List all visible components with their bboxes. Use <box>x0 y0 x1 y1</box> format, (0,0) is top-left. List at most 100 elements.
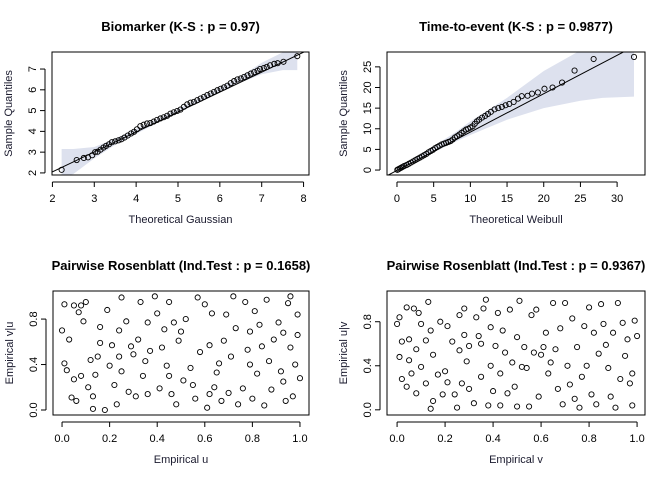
data-point <box>287 293 294 300</box>
data-point <box>150 118 157 125</box>
data-point <box>78 302 85 309</box>
data-point <box>204 91 211 99</box>
data-point <box>192 395 199 402</box>
data-point <box>280 378 287 385</box>
data-point <box>260 64 267 72</box>
data-point <box>70 302 77 309</box>
data-point <box>454 404 461 411</box>
x-tick-label: 0.8 <box>245 433 260 445</box>
data-point <box>265 358 273 365</box>
data-point <box>280 329 287 336</box>
data-point <box>200 93 207 100</box>
data-point <box>550 299 557 307</box>
plot-area <box>58 293 304 414</box>
data-point <box>123 318 130 325</box>
y-tick-label: 5 <box>27 108 39 114</box>
x-tick-label: 6 <box>217 193 223 205</box>
data-point <box>157 115 164 122</box>
data-point <box>97 323 104 331</box>
data-point <box>217 85 224 92</box>
plot-box <box>386 290 646 416</box>
data-point <box>559 401 566 408</box>
data-point <box>466 342 473 350</box>
data-point <box>398 338 405 345</box>
data-point <box>619 319 626 326</box>
data-point <box>518 93 525 100</box>
data-point <box>267 62 274 69</box>
data-point <box>177 328 185 335</box>
data-point <box>590 329 597 336</box>
x-tick-label: 0.2 <box>437 433 452 445</box>
data-point <box>137 123 144 130</box>
data-point <box>225 389 232 397</box>
data-point <box>499 327 506 334</box>
data-point <box>491 106 498 113</box>
y-tick-label: 6 <box>27 87 39 93</box>
data-point <box>502 102 509 109</box>
data-point <box>578 373 585 380</box>
plot-box <box>51 51 310 176</box>
data-point <box>271 60 278 67</box>
data-point <box>614 299 621 307</box>
data-point <box>166 298 173 306</box>
data-point <box>590 55 597 63</box>
x-tick-label: 0.6 <box>533 433 548 445</box>
data-point <box>554 385 561 392</box>
data-point <box>118 136 125 143</box>
data-point <box>230 293 237 300</box>
data-point <box>144 319 151 326</box>
data-point <box>115 137 122 144</box>
x-tick-label: 8 <box>300 193 306 205</box>
data-point <box>158 344 166 351</box>
x-axis-label: Theoretical Weibull <box>469 214 562 226</box>
data-point <box>498 103 505 110</box>
data-point <box>574 344 581 351</box>
data-point <box>220 84 228 91</box>
data-point <box>595 350 602 357</box>
data-point <box>268 386 275 393</box>
data-point <box>545 370 552 377</box>
data-point <box>473 314 480 321</box>
data-point <box>602 341 609 348</box>
data-point <box>494 309 501 316</box>
data-point <box>403 383 410 390</box>
data-point <box>130 351 137 358</box>
data-point <box>280 58 287 65</box>
data-point <box>147 347 154 354</box>
x-axis-label: Empirical u <box>154 454 208 466</box>
data-point <box>289 393 296 400</box>
data-point <box>187 364 194 371</box>
y-tick-label: 0.4 <box>28 357 40 372</box>
plot-box <box>52 290 310 416</box>
data-point <box>564 362 571 369</box>
data-point <box>80 318 87 325</box>
data-point <box>256 321 263 328</box>
data-point <box>190 98 197 105</box>
data-point <box>251 308 258 315</box>
data-point <box>261 402 268 409</box>
data-point <box>458 380 465 387</box>
data-point <box>518 363 525 370</box>
data-point <box>571 395 578 402</box>
data-point <box>622 352 629 359</box>
data-point <box>85 384 92 391</box>
data-point <box>235 401 242 408</box>
data-point <box>294 311 301 318</box>
data-point <box>263 296 270 303</box>
data-point <box>394 320 401 327</box>
data-point <box>444 379 451 386</box>
data-point <box>533 306 540 313</box>
data-point <box>263 63 270 71</box>
y-tick-label: 0.8 <box>28 311 40 326</box>
x-tick-label: 0.4 <box>150 433 165 445</box>
data-point <box>451 391 458 398</box>
data-point <box>139 372 146 379</box>
data-point <box>294 53 301 60</box>
data-point <box>588 391 595 398</box>
data-point <box>204 404 211 411</box>
data-point <box>415 309 422 316</box>
x-axis-label: Theoretical Gaussian <box>129 214 233 226</box>
data-point <box>566 381 573 388</box>
data-point <box>485 402 492 409</box>
